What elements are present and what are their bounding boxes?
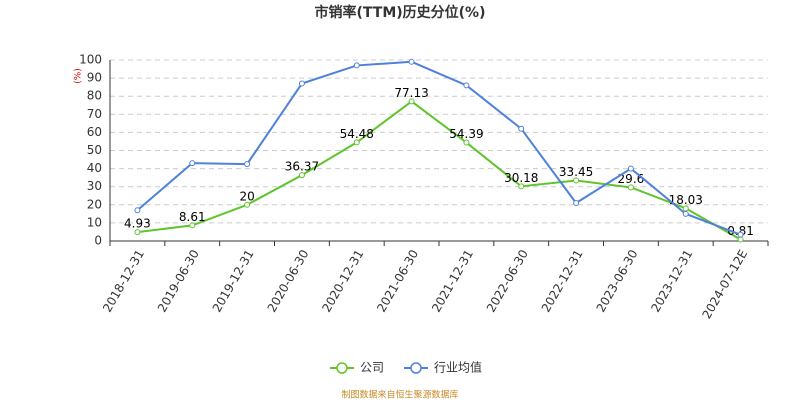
y-tick-label: 40 <box>87 161 102 175</box>
data-point <box>134 207 141 214</box>
x-tick-label: 2020-06-30 <box>265 247 312 314</box>
x-tick-label: 2019-06-30 <box>155 247 202 314</box>
legend-label: 公司 <box>360 361 384 375</box>
x-tick-label: 2022-06-30 <box>484 247 531 314</box>
data-point <box>244 161 251 168</box>
legend-marker <box>336 362 348 374</box>
data-point <box>627 165 634 172</box>
x-tick-label: 2021-12-31 <box>429 247 476 314</box>
data-point <box>408 58 415 65</box>
y-tick-label: 20 <box>87 197 102 211</box>
data-point <box>298 172 305 179</box>
x-tick-label: 2018-12-31 <box>100 247 147 314</box>
data-point <box>627 184 634 191</box>
x-tick-label: 2023-06-30 <box>594 247 641 314</box>
x-tick-label: 2023-12-31 <box>648 247 695 314</box>
data-point <box>298 80 305 87</box>
data-point <box>573 199 580 206</box>
x-tick-label: 2022-12-31 <box>539 247 586 314</box>
data-point <box>737 231 744 238</box>
data-point <box>518 183 525 190</box>
data-point <box>244 201 251 208</box>
data-label: 33.45 <box>559 165 593 179</box>
data-point <box>408 98 415 105</box>
data-point <box>463 139 470 146</box>
y-tick-label: 80 <box>87 89 102 103</box>
legend-marker <box>410 362 422 374</box>
data-point <box>134 229 141 236</box>
y-tick-label: 50 <box>87 143 102 157</box>
data-point <box>353 62 360 69</box>
legend-label: 行业均值 <box>434 360 482 375</box>
data-label: 36.37 <box>285 160 319 174</box>
y-tick-label: 30 <box>87 179 102 193</box>
data-point <box>189 222 196 229</box>
chart-title: 市销率(TTM)历史分位(%) <box>315 4 486 21</box>
data-label: 54.39 <box>449 127 483 141</box>
data-point <box>518 125 525 132</box>
data-point <box>353 139 360 146</box>
data-point <box>573 177 580 184</box>
data-label: 18.03 <box>669 193 703 207</box>
data-label: 77.13 <box>394 86 428 100</box>
data-point <box>682 210 689 217</box>
data-point <box>189 160 196 167</box>
data-label: 54.48 <box>340 127 374 141</box>
y-axis-label: (%) <box>74 68 84 84</box>
series-line <box>137 100 742 241</box>
series-line <box>136 60 741 236</box>
data-label: 8.61 <box>179 210 206 224</box>
y-tick-label: 70 <box>87 107 102 121</box>
source-note: 制图数据来自恒生聚源数据库 <box>341 389 458 401</box>
data-label: 29.6 <box>618 172 645 186</box>
x-tick-label: 2020-12-31 <box>319 247 366 314</box>
y-tick-label: 60 <box>87 125 102 139</box>
data-label: 20 <box>239 189 254 203</box>
data-label: 0.81 <box>727 224 754 238</box>
x-tick-label: 2021-06-30 <box>374 247 421 314</box>
data-point <box>463 82 470 89</box>
y-tick-label: 90 <box>87 71 102 85</box>
y-tick-label: 100 <box>79 53 102 67</box>
x-tick-label: 2024-07-12E <box>699 247 750 321</box>
data-label: 4.93 <box>124 217 151 231</box>
data-label: 30.18 <box>504 171 538 185</box>
y-tick-label: 0 <box>94 234 102 248</box>
x-tick-label: 2019-12-31 <box>210 247 257 314</box>
y-tick-label: 10 <box>87 215 102 229</box>
